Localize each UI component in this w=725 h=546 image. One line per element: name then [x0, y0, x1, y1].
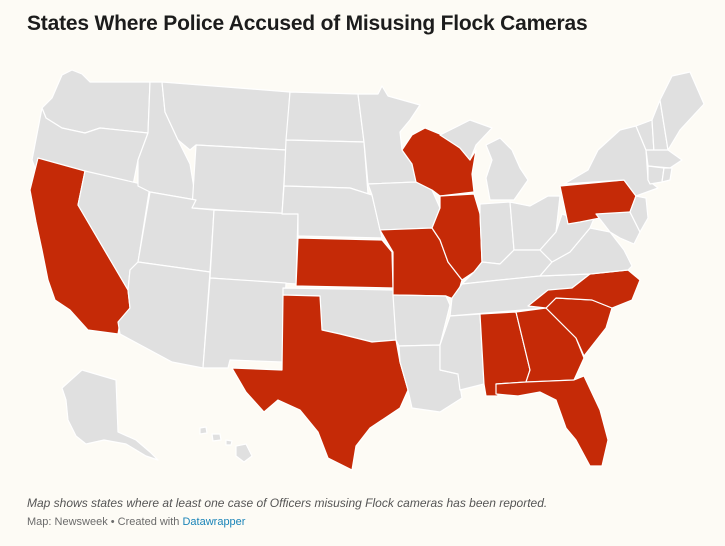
state-colorado[interactable] — [209, 209, 299, 285]
state-north-dakota[interactable] — [285, 91, 365, 143]
state-new-jersey[interactable] — [629, 195, 649, 233]
credit-source: Map: Newsweek — [27, 516, 108, 528]
state-new-mexico[interactable] — [202, 277, 287, 369]
state-illinois[interactable] — [431, 193, 483, 281]
map-credit: Map: Newsweek • Created with Datawrapper — [27, 516, 245, 528]
state-alaska[interactable] — [61, 369, 159, 461]
state-massachusetts[interactable] — [645, 149, 683, 169]
state-texas[interactable] — [231, 294, 409, 471]
state-north-carolina[interactable] — [527, 269, 641, 309]
state-nebraska[interactable] — [281, 185, 383, 239]
credit-created-with: Created with — [117, 516, 183, 528]
state-arkansas[interactable] — [392, 294, 451, 347]
us-map — [0, 60, 725, 485]
map-title: States Where Police Accused of Misusing … — [27, 12, 588, 35]
state-wyoming[interactable] — [191, 144, 287, 215]
datawrapper-link[interactable]: Datawrapper — [182, 516, 246, 528]
state-florida[interactable] — [495, 375, 609, 467]
state-hawaii[interactable] — [199, 426, 253, 463]
map-note: Map shows states where at least one case… — [27, 496, 548, 510]
state-minnesota[interactable] — [357, 85, 421, 185]
state-rhode-island[interactable] — [661, 167, 673, 183]
state-arizona[interactable] — [117, 261, 211, 369]
state-kansas[interactable] — [295, 237, 394, 289]
state-montana[interactable] — [161, 81, 291, 151]
state-connecticut[interactable] — [647, 165, 665, 185]
state-michigan[interactable] — [439, 119, 529, 201]
state-washington[interactable] — [41, 69, 151, 134]
state-maine[interactable] — [659, 71, 705, 151]
credit-separator: • — [107, 516, 118, 528]
